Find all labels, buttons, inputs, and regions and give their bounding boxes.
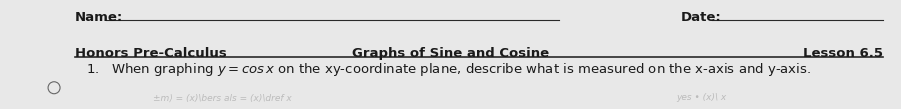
- Text: Graphs of Sine and Cosine: Graphs of Sine and Cosine: [352, 47, 549, 60]
- Text: ±m⟩ = (x)\bers als = (x)\dref x: ±m⟩ = (x)\bers als = (x)\dref x: [153, 93, 292, 102]
- Text: 1.   When graphing $y = cos\,x$ on the xy-coordinate plane, describe what is mea: 1. When graphing $y = cos\,x$ on the xy-…: [86, 61, 811, 78]
- Text: Name:: Name:: [75, 11, 123, 24]
- Text: yes • (x)\ x: yes • (x)\ x: [676, 93, 726, 102]
- Text: Honors Pre-Calculus: Honors Pre-Calculus: [75, 47, 226, 60]
- Text: Lesson 6.5: Lesson 6.5: [803, 47, 883, 60]
- Text: Date:: Date:: [680, 11, 721, 24]
